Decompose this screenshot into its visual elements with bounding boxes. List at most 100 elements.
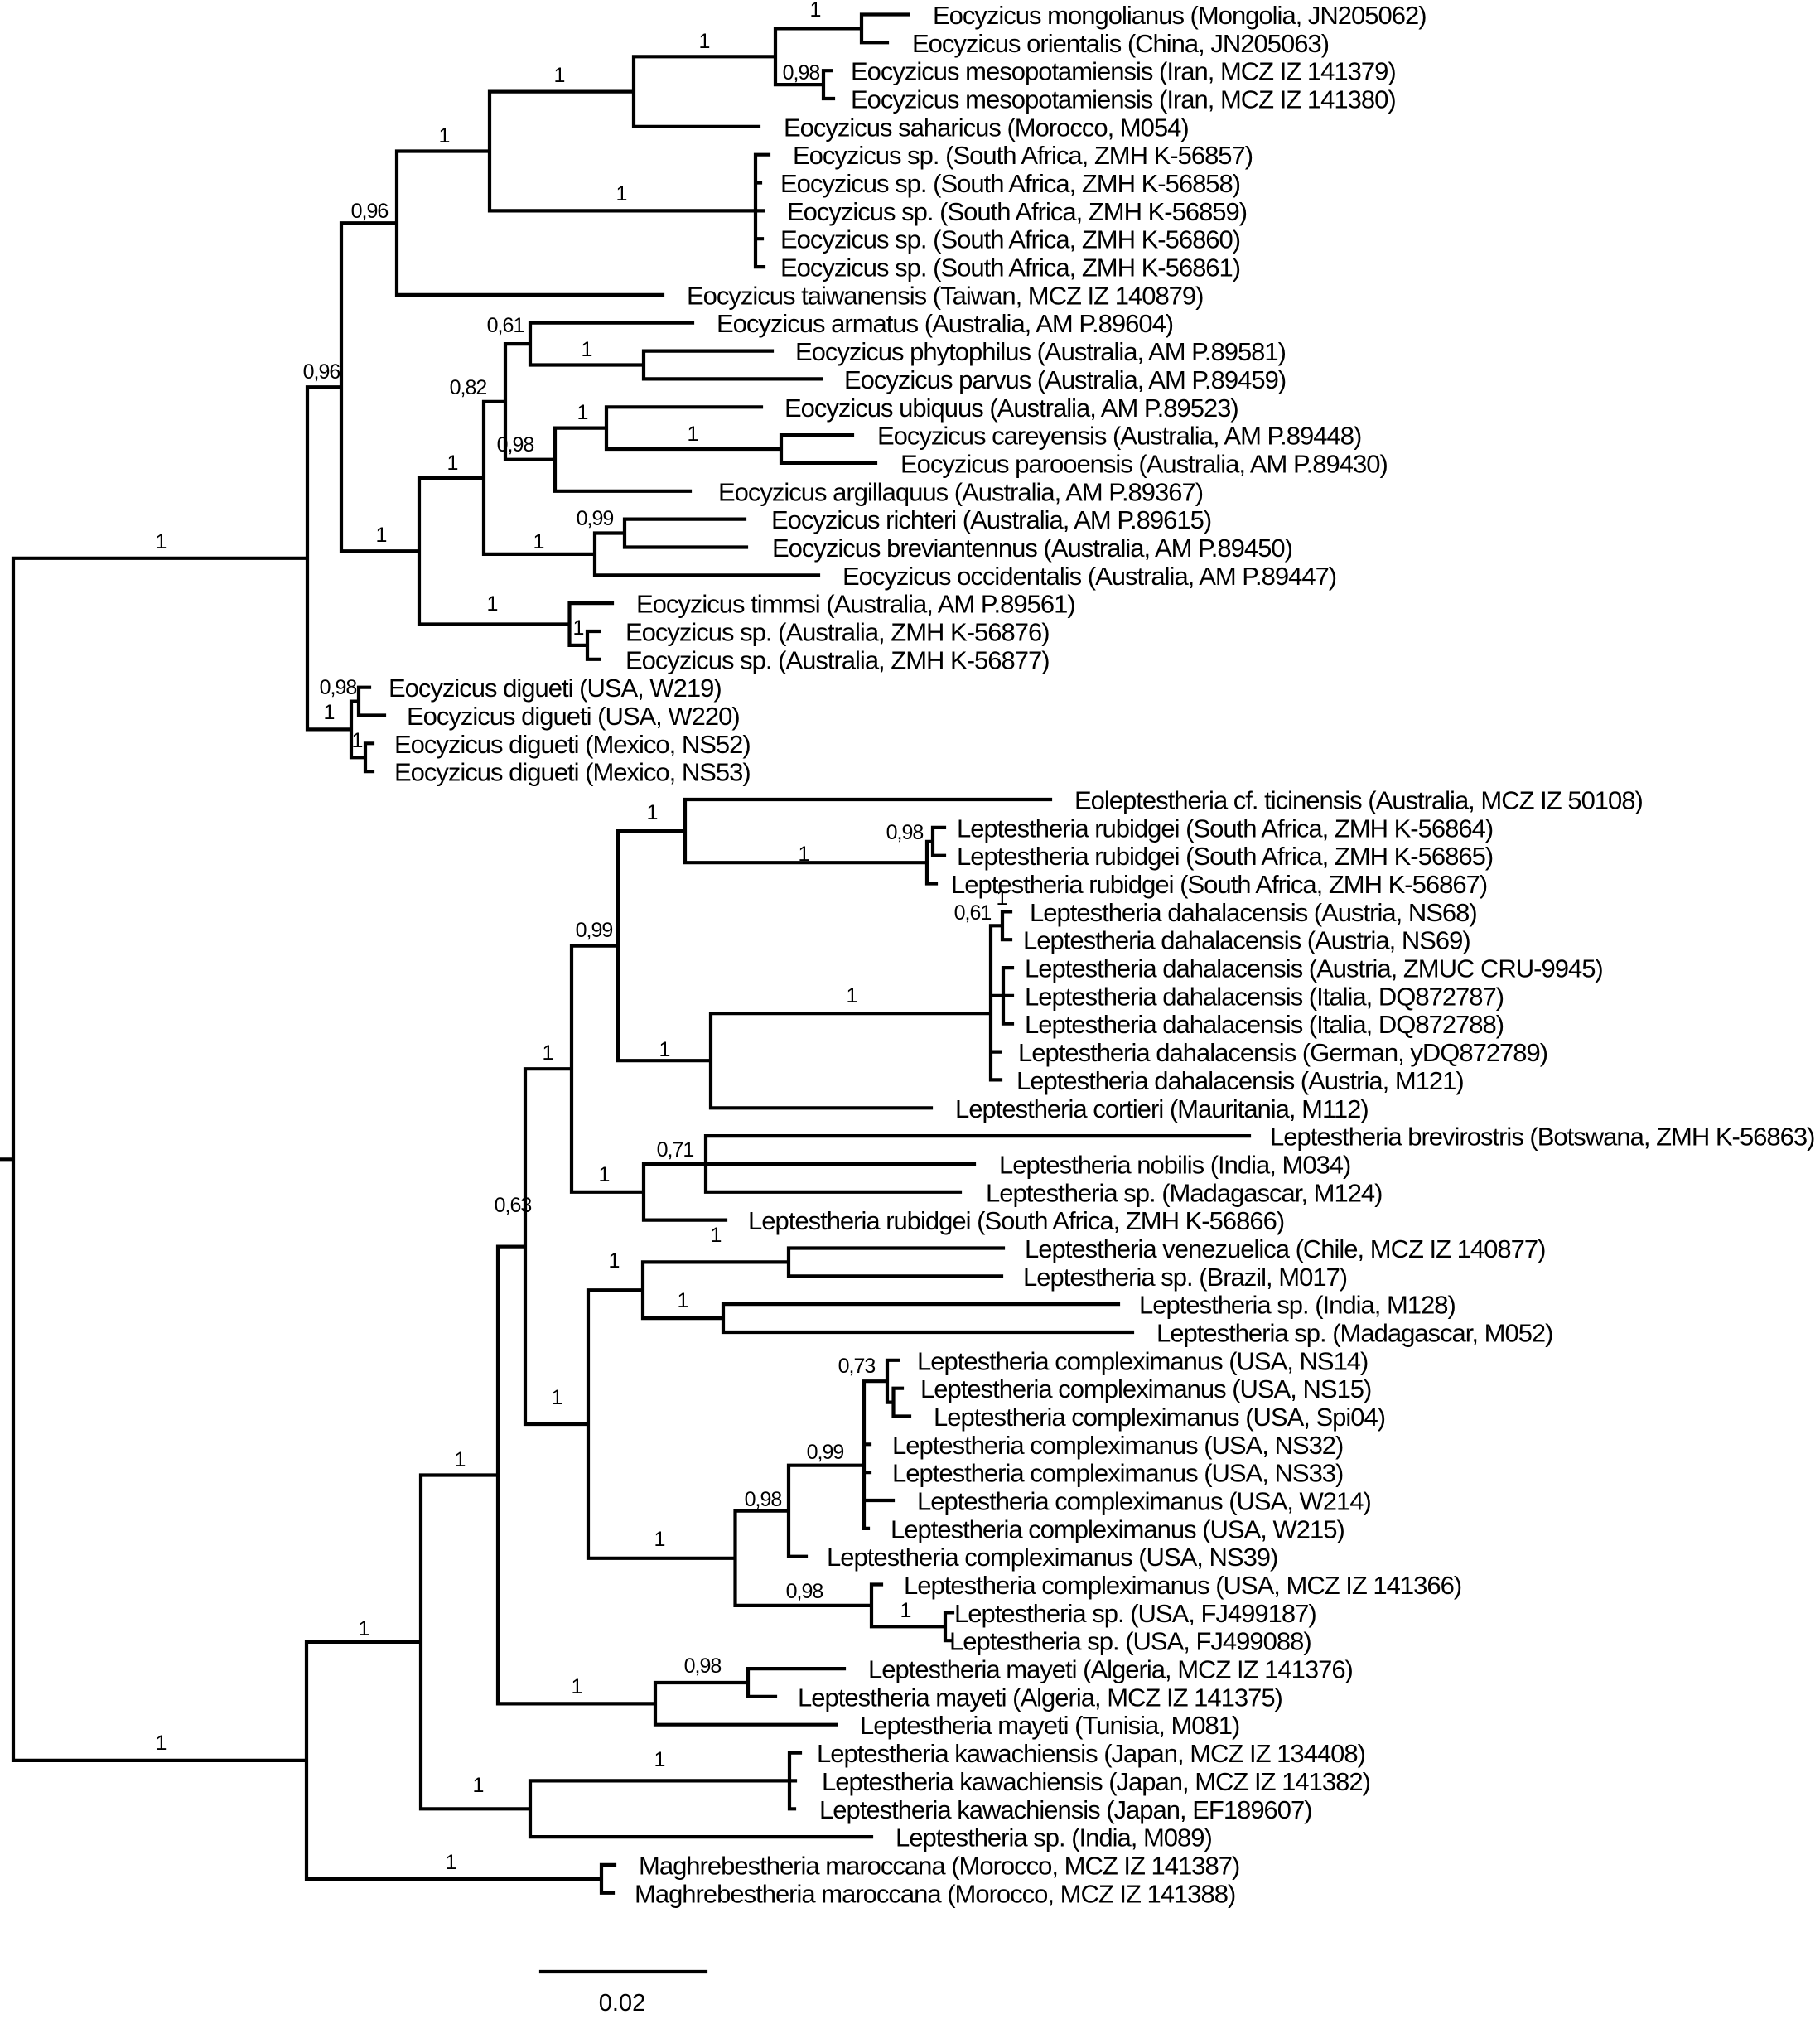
- svg-text:Eocyzicus armatus (Australia,: Eocyzicus armatus (Australia, AM P.89604…: [717, 309, 1173, 338]
- svg-text:Leptestheria dahalacensis (Ita: Leptestheria dahalacensis (Italia, DQ872…: [1025, 1010, 1504, 1039]
- svg-text:Leptestheria compleximanus (US: Leptestheria compleximanus (USA, NS14): [917, 1346, 1368, 1375]
- svg-text:Eocyzicus sp. (South Africa, Z: Eocyzicus sp. (South Africa, ZMH K-56859…: [787, 197, 1247, 226]
- svg-text:Eocyzicus richteri (Australia,: Eocyzicus richteri (Australia, AM P.8961…: [771, 505, 1211, 534]
- svg-text:Leptestheria compleximanus (US: Leptestheria compleximanus (USA, NS32): [892, 1431, 1343, 1460]
- svg-text:Leptestheria mayeti (Algeria,: Leptestheria mayeti (Algeria, MCZ IZ 141…: [868, 1655, 1353, 1684]
- svg-text:1: 1: [810, 0, 821, 22]
- svg-text:1: 1: [799, 843, 809, 866]
- svg-text:Leptestheria rubidgei (South A: Leptestheria rubidgei (South Africa, ZMH…: [748, 1206, 1284, 1235]
- svg-text:Eocyzicus mesopotamiensis (Ira: Eocyzicus mesopotamiensis (Iran, MCZ IZ …: [851, 57, 1396, 86]
- svg-text:Eoleptestheria cf. ticinensis: Eoleptestheria cf. ticinensis (Australia…: [1074, 786, 1643, 815]
- svg-text:1: 1: [582, 338, 592, 361]
- svg-text:0.02: 0.02: [599, 1990, 645, 2017]
- svg-text:1: 1: [324, 701, 335, 724]
- svg-text:Maghrebestheria maroccana (Mor: Maghrebestheria maroccana (Morocco, MCZ …: [635, 1879, 1235, 1908]
- svg-text:0,98: 0,98: [786, 1580, 823, 1603]
- svg-text:Leptestheria compleximanus (US: Leptestheria compleximanus (USA, Spi04): [934, 1403, 1385, 1432]
- svg-text:Eocyzicus orientalis (China, J: Eocyzicus orientalis (China, JN205063): [912, 29, 1329, 58]
- svg-text:1: 1: [156, 1732, 167, 1755]
- svg-text:Leptestheria kawachiensis (Jap: Leptestheria kawachiensis (Japan, MCZ IZ…: [817, 1739, 1365, 1768]
- svg-text:Leptestheria nobilis (India, M: Leptestheria nobilis (India, M034): [999, 1150, 1350, 1179]
- svg-text:0,98: 0,98: [497, 433, 534, 456]
- svg-text:Leptestheria mayeti (Algeria,: Leptestheria mayeti (Algeria, MCZ IZ 141…: [798, 1683, 1282, 1712]
- svg-text:Leptestheria dahalacensis (Aus: Leptestheria dahalacensis (Austria, NS68…: [1030, 898, 1477, 927]
- svg-text:0,99: 0,99: [577, 507, 614, 530]
- svg-text:1: 1: [573, 616, 584, 640]
- svg-text:1: 1: [647, 801, 658, 824]
- svg-text:Leptestheria dahalacensis (Ita: Leptestheria dahalacensis (Italia, DQ872…: [1025, 982, 1504, 1011]
- svg-text:Eocyzicus ubiquus (Australia,: Eocyzicus ubiquus (Australia, AM P.89523…: [784, 394, 1238, 423]
- svg-text:1: 1: [577, 401, 588, 424]
- svg-text:1: 1: [688, 423, 698, 446]
- svg-text:Leptestheria compleximanus (US: Leptestheria compleximanus (USA, MCZ IZ …: [904, 1571, 1461, 1600]
- svg-text:Maghrebestheria maroccana (Mor: Maghrebestheria maroccana (Morocco, MCZ …: [639, 1851, 1239, 1880]
- svg-text:Eocyzicus sp. (South Africa, Z: Eocyzicus sp. (South Africa, ZMH K-56860…: [780, 225, 1240, 254]
- svg-text:0,63: 0,63: [495, 1194, 532, 1217]
- svg-text:0,71: 0,71: [657, 1138, 694, 1162]
- svg-text:Leptestheria dahalacensis (Aus: Leptestheria dahalacensis (Austria, ZMUC…: [1025, 954, 1603, 983]
- svg-text:1: 1: [352, 729, 363, 752]
- svg-text:0,96: 0,96: [303, 360, 340, 384]
- svg-text:Leptestheria compleximanus (US: Leptestheria compleximanus (USA, NS15): [920, 1374, 1371, 1403]
- svg-text:Eocyzicus breviantennus (Austr: Eocyzicus breviantennus (Australia, AM P…: [772, 534, 1292, 563]
- svg-text:Leptestheria sp. (USA, FJ49918: Leptestheria sp. (USA, FJ499187): [954, 1599, 1316, 1628]
- svg-text:Leptestheria dahalacensis (Aus: Leptestheria dahalacensis (Austria, NS69…: [1023, 926, 1470, 955]
- svg-text:Eocyzicus digueti (USA, W220): Eocyzicus digueti (USA, W220): [407, 702, 740, 731]
- svg-text:Leptestheria sp. (Madagascar,: Leptestheria sp. (Madagascar, M052): [1156, 1319, 1553, 1348]
- svg-text:0,99: 0,99: [807, 1441, 844, 1464]
- svg-text:1: 1: [473, 1774, 484, 1797]
- svg-text:Leptestheria rubidgei (South A: Leptestheria rubidgei (South Africa, ZMH…: [957, 842, 1493, 871]
- svg-text:Leptestheria kawachiensis (Jap: Leptestheria kawachiensis (Japan, MCZ IZ…: [822, 1767, 1370, 1796]
- svg-text:0,61: 0,61: [954, 901, 992, 925]
- svg-text:Eocyzicus parvus (Australia, A: Eocyzicus parvus (Australia, AM P.89459): [844, 365, 1286, 394]
- svg-text:1: 1: [446, 1851, 456, 1874]
- svg-text:Eocyzicus sp. (South Africa, Z: Eocyzicus sp. (South Africa, ZMH K-56858…: [780, 169, 1240, 198]
- svg-text:0,73: 0,73: [838, 1355, 876, 1378]
- svg-text:Leptestheria cortieri (Maurita: Leptestheria cortieri (Mauritania, M112): [955, 1094, 1369, 1123]
- svg-text:Leptestheria sp. (Madagascar,: Leptestheria sp. (Madagascar, M124): [986, 1178, 1383, 1207]
- svg-text:1: 1: [847, 984, 857, 1007]
- svg-text:Eocyzicus occidentalis (Austra: Eocyzicus occidentalis (Australia, AM P.…: [842, 562, 1336, 591]
- svg-text:Eocyzicus saharicus (Morocco,: Eocyzicus saharicus (Morocco, M054): [784, 113, 1189, 142]
- svg-text:0,98: 0,98: [320, 676, 357, 699]
- svg-text:Leptestheria rubidgei (South A: Leptestheria rubidgei (South Africa, ZMH…: [957, 814, 1493, 843]
- svg-text:Eocyzicus sp. (Australia, ZMH: Eocyzicus sp. (Australia, ZMH K-56877): [625, 645, 1050, 674]
- svg-text:Leptestheria dahalacensis (Ger: Leptestheria dahalacensis (German, yDQ87…: [1018, 1038, 1547, 1067]
- svg-text:Leptestheria sp. (Brazil, M017: Leptestheria sp. (Brazil, M017): [1023, 1263, 1347, 1292]
- svg-text:Leptestheria compleximanus (US: Leptestheria compleximanus (USA, NS39): [827, 1543, 1277, 1572]
- svg-text:0,98: 0,98: [684, 1654, 722, 1678]
- svg-text:1: 1: [156, 530, 167, 553]
- svg-text:Eocyzicus timmsi (Australia, A: Eocyzicus timmsi (Australia, AM P.89561): [636, 590, 1075, 619]
- svg-text:Leptestheria sp. (USA, FJ49908: Leptestheria sp. (USA, FJ499088): [949, 1627, 1311, 1656]
- svg-text:1: 1: [659, 1038, 670, 1061]
- svg-text:Leptestheria rubidgei (South A: Leptestheria rubidgei (South Africa, ZMH…: [951, 870, 1487, 899]
- svg-text:Eocyzicus careyensis (Australi: Eocyzicus careyensis (Australia, AM P.89…: [877, 422, 1361, 451]
- svg-text:1: 1: [552, 1386, 562, 1409]
- svg-text:0,96: 0,96: [351, 200, 389, 223]
- svg-text:1: 1: [455, 1448, 466, 1471]
- svg-text:0,98: 0,98: [886, 821, 924, 844]
- svg-text:Eocyzicus taiwanensis (Taiwan,: Eocyzicus taiwanensis (Taiwan, MCZ IZ 14…: [687, 281, 1203, 310]
- svg-text:1: 1: [654, 1528, 665, 1551]
- svg-text:0,82: 0,82: [450, 376, 487, 399]
- svg-text:Leptestheria compleximanus (US: Leptestheria compleximanus (USA, NS33): [892, 1459, 1343, 1488]
- svg-text:1: 1: [376, 524, 387, 547]
- svg-text:Eocyzicus sp. (South Africa, Z: Eocyzicus sp. (South Africa, ZMH K-56861…: [780, 254, 1240, 283]
- svg-text:Eocyzicus digueti (Mexico, NS5: Eocyzicus digueti (Mexico, NS52): [394, 730, 751, 759]
- svg-text:1: 1: [997, 886, 1007, 910]
- svg-text:Eocyzicus phytophilus (Austral: Eocyzicus phytophilus (Australia, AM P.8…: [795, 337, 1286, 366]
- svg-text:Eocyzicus sp. (Australia, ZMH: Eocyzicus sp. (Australia, ZMH K-56876): [625, 618, 1050, 647]
- svg-text:Eocyzicus sp. (South Africa, Z: Eocyzicus sp. (South Africa, ZMH K-56857…: [793, 141, 1253, 170]
- svg-text:1: 1: [609, 1249, 620, 1273]
- svg-text:1: 1: [543, 1041, 553, 1065]
- svg-text:Leptestheria dahalacensis (Aus: Leptestheria dahalacensis (Austria, M121…: [1016, 1066, 1464, 1095]
- svg-text:0,98: 0,98: [783, 61, 820, 85]
- svg-text:Eocyzicus argillaquus (Austral: Eocyzicus argillaquus (Australia, AM P.8…: [718, 477, 1203, 506]
- svg-text:Leptestheria kawachiensis (Jap: Leptestheria kawachiensis (Japan, EF1896…: [819, 1795, 1312, 1824]
- svg-text:0,99: 0,99: [576, 919, 613, 942]
- svg-text:1: 1: [616, 182, 627, 205]
- svg-text:Leptestheria compleximanus (US: Leptestheria compleximanus (USA, W214): [917, 1487, 1371, 1516]
- svg-text:1: 1: [654, 1748, 665, 1771]
- svg-text:Eocyzicus mongolianus (Mongoli: Eocyzicus mongolianus (Mongolia, JN20506…: [933, 1, 1427, 30]
- svg-text:Eocyzicus parooensis (Australi: Eocyzicus parooensis (Australia, AM P.89…: [900, 449, 1388, 478]
